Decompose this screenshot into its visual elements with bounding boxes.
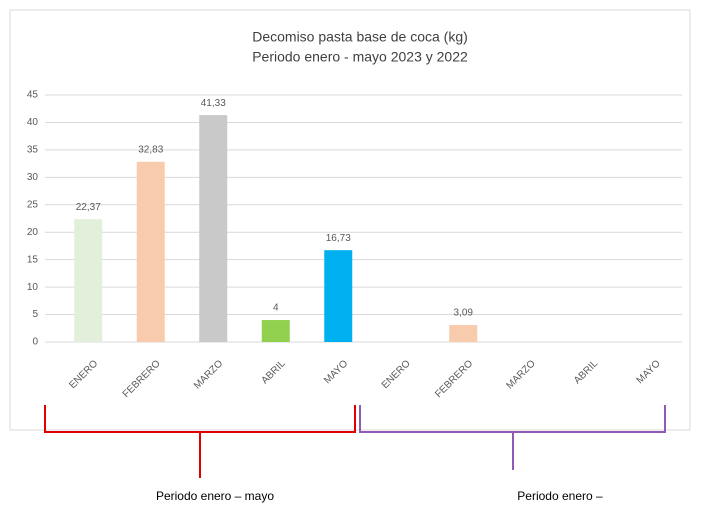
y-tick-label: 0	[32, 337, 38, 348]
y-tick-label: 15	[27, 254, 39, 265]
annotation: Periodo enero –	[517, 489, 603, 503]
bar	[324, 250, 353, 342]
y-tick-label: 40	[27, 117, 39, 128]
data-label: 4	[273, 303, 279, 314]
data-label: 3,09	[454, 308, 474, 319]
y-tick-label: 35	[27, 145, 39, 156]
data-label: 16,73	[326, 233, 351, 244]
bar	[136, 161, 165, 342]
y-tick-label: 20	[27, 227, 39, 238]
bar	[261, 320, 290, 342]
y-tick-label: 5	[32, 309, 38, 320]
chart-subtitle: Periodo enero - mayo 2023 y 2022	[252, 49, 468, 65]
y-tick-label: 10	[27, 282, 39, 293]
annotation: Periodo enero – mayo	[156, 489, 274, 503]
chart-frame	[9, 9, 691, 431]
y-tick-label: 30	[27, 172, 39, 183]
y-tick-label: 45	[27, 90, 39, 101]
data-label: 22,37	[76, 202, 101, 213]
data-label: 41,33	[201, 98, 226, 109]
y-tick-label: 25	[27, 199, 39, 210]
bracket	[359, 405, 666, 470]
bar	[74, 219, 103, 342]
bracket	[44, 405, 356, 478]
bar	[449, 325, 478, 342]
chart-title: Decomiso pasta base de coca (kg)	[252, 29, 468, 45]
bar	[199, 115, 228, 342]
data-label: 32,83	[138, 144, 163, 155]
